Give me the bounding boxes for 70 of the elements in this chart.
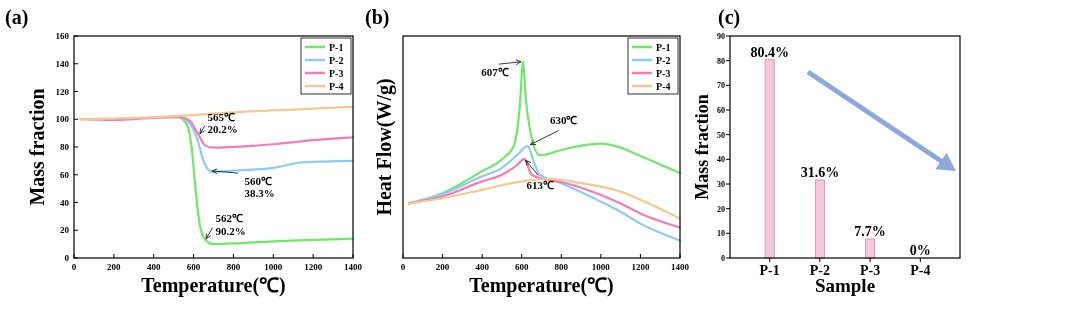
chart-title: (a) xyxy=(5,6,29,29)
y-tick-label: 90 xyxy=(717,32,725,41)
y-tick-label: 60 xyxy=(717,106,725,115)
bar xyxy=(814,179,825,259)
x-tick-label: 400 xyxy=(475,262,490,272)
x-tick-label: 600 xyxy=(514,262,529,272)
chart-title: (b) xyxy=(365,6,390,29)
annotation: 613℃ xyxy=(526,178,555,191)
x-tick-label: 1200 xyxy=(304,262,323,272)
x-tick-label: P-1 xyxy=(759,263,780,278)
x-tick-label: 1000 xyxy=(264,262,283,272)
x-tick-label: P-4 xyxy=(910,263,931,278)
legend-label: P-2 xyxy=(329,54,344,66)
y-tick-label: 160 xyxy=(55,31,70,41)
annotation: 565℃ 20.2% xyxy=(207,110,238,136)
y-tick-label: 40 xyxy=(717,155,725,165)
annotation: 630℃ xyxy=(549,114,578,127)
legend-label: P-2 xyxy=(656,54,671,66)
x-axis-title: Temperature(℃) xyxy=(141,274,286,297)
x-tick-label: 1400 xyxy=(344,262,363,272)
legend-label: P-1 xyxy=(656,41,671,53)
y-axis-title: Mass fraction xyxy=(692,94,712,200)
data-label: 31.6% xyxy=(800,165,840,181)
annotation: 560℃ 38.3% xyxy=(244,174,275,200)
x-axis-title: Temperature(℃) xyxy=(469,274,614,297)
x-tick-label: 600 xyxy=(186,262,201,272)
y-axis-title: Heat Flow(W/g) xyxy=(373,78,396,216)
y-tick-label: 20 xyxy=(60,225,70,236)
x-tick-label: 0 xyxy=(71,262,77,272)
legend-label: P-3 xyxy=(656,67,671,79)
y-tick-label: 40 xyxy=(60,197,70,208)
data-label: 80.4% xyxy=(750,44,789,60)
y-tick-label: 120 xyxy=(55,86,70,97)
y-tick-label: 60 xyxy=(60,169,70,180)
y-tick-label: 70 xyxy=(717,81,725,91)
x-tick-label: P-3 xyxy=(860,263,881,278)
y-tick-label: 80 xyxy=(717,56,725,66)
bar xyxy=(764,59,775,259)
y-tick-label: 20 xyxy=(717,204,725,214)
y-tick-label: 80 xyxy=(60,142,70,152)
x-tick-label: 1000 xyxy=(591,262,611,272)
chart-title: (c) xyxy=(718,6,741,29)
x-tick-label: 800 xyxy=(554,262,569,272)
legend-label: P-3 xyxy=(329,67,344,79)
y-tick-label: 30 xyxy=(717,180,725,189)
data-label: 7.7% xyxy=(854,224,886,240)
legend-label: P-4 xyxy=(329,80,344,92)
y-tick-label: 140 xyxy=(55,58,70,69)
x-tick-label: P-2 xyxy=(809,263,830,278)
data-label: 0% xyxy=(909,243,931,258)
x-tick-label: 200 xyxy=(435,262,450,272)
y-tick-label: 50 xyxy=(717,130,725,140)
x-tick-label: 0 xyxy=(400,262,406,272)
y-tick-label: 10 xyxy=(717,229,725,239)
x-tick-label: 800 xyxy=(226,262,241,272)
y-tick-label: 0 xyxy=(721,254,725,263)
annotation: 562℃ 90.2% xyxy=(215,211,246,237)
x-tick-label: 1400 xyxy=(671,262,690,272)
x-tick-label: 1200 xyxy=(631,262,650,272)
y-tick-label: 0 xyxy=(64,253,70,263)
y-axis-title: Mass fraction xyxy=(26,88,48,206)
x-tick-label: 400 xyxy=(146,262,161,272)
x-tick-label: 200 xyxy=(107,262,122,272)
legend-label: P-4 xyxy=(656,80,671,92)
y-tick-label: 100 xyxy=(55,114,70,125)
legend-label: P-1 xyxy=(329,41,344,53)
annotation: 607℃ xyxy=(481,65,509,78)
line-series xyxy=(78,105,355,121)
bar xyxy=(865,238,876,259)
x-axis-title: Sample xyxy=(814,275,876,296)
